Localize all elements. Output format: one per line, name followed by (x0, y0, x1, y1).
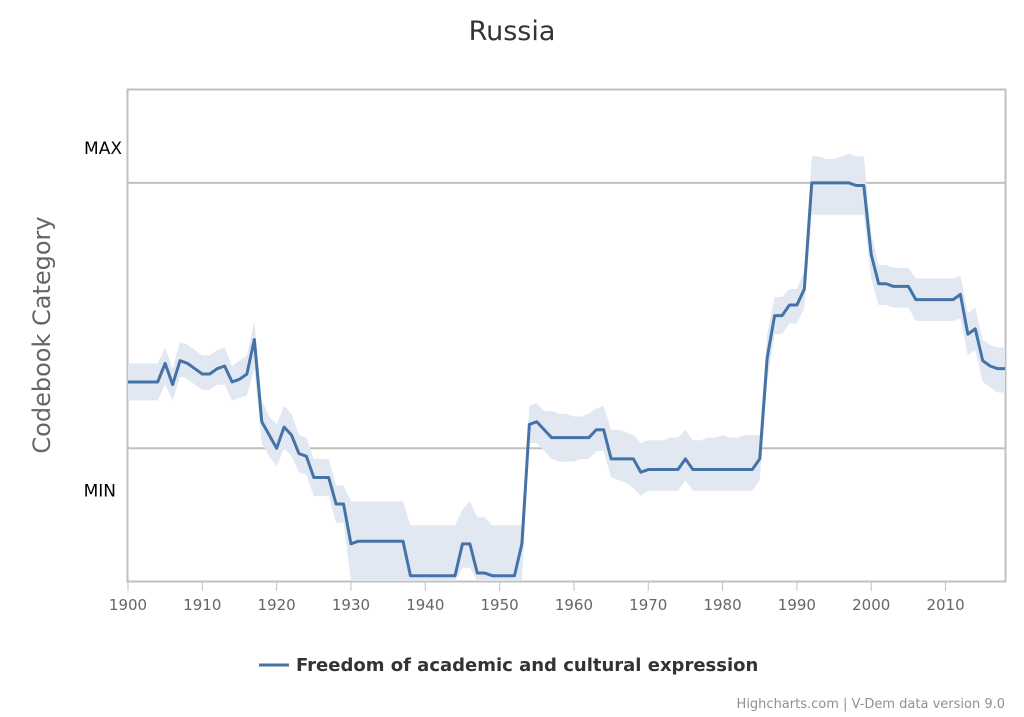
x-tick-label-1980: 1980 (703, 596, 741, 614)
y-axis-title: Codebook Category (28, 216, 56, 453)
x-tick-label-1900: 1900 (109, 596, 147, 614)
legend-label[interactable]: Freedom of academic and cultural express… (296, 655, 758, 676)
x-tick-label-1960: 1960 (555, 596, 593, 614)
x-tick-label-1950: 1950 (481, 596, 519, 614)
y-category-min: MIN (84, 481, 116, 501)
chart-title: Russia (469, 16, 556, 47)
x-tick-label-1940: 1940 (406, 596, 444, 614)
x-tick-label-1990: 1990 (778, 596, 816, 614)
x-tick-label-1920: 1920 (258, 596, 296, 614)
x-tick-label-1970: 1970 (629, 596, 667, 614)
legend[interactable]: Freedom of academic and cultural express… (259, 655, 758, 676)
plot-border (126, 88, 1007, 583)
x-axis: 1900 1910 1920 1930 1940 1950 1960 1970 1980 1990… (109, 581, 965, 614)
series-0-confidence-band (128, 153, 1005, 581)
x-tick-label-1930: 1930 (332, 596, 370, 614)
x-tick-label-2010: 2010 (926, 596, 964, 614)
credits-link[interactable]: Highcharts.com | V-Dem data version 9.0 (737, 697, 1005, 712)
x-tick-label-1910: 1910 (183, 596, 221, 614)
y-category-max: MAX (84, 139, 122, 159)
x-tick-label-2000: 2000 (852, 596, 890, 614)
series-layer (128, 153, 1005, 581)
series-0-line[interactable] (128, 181, 1005, 578)
